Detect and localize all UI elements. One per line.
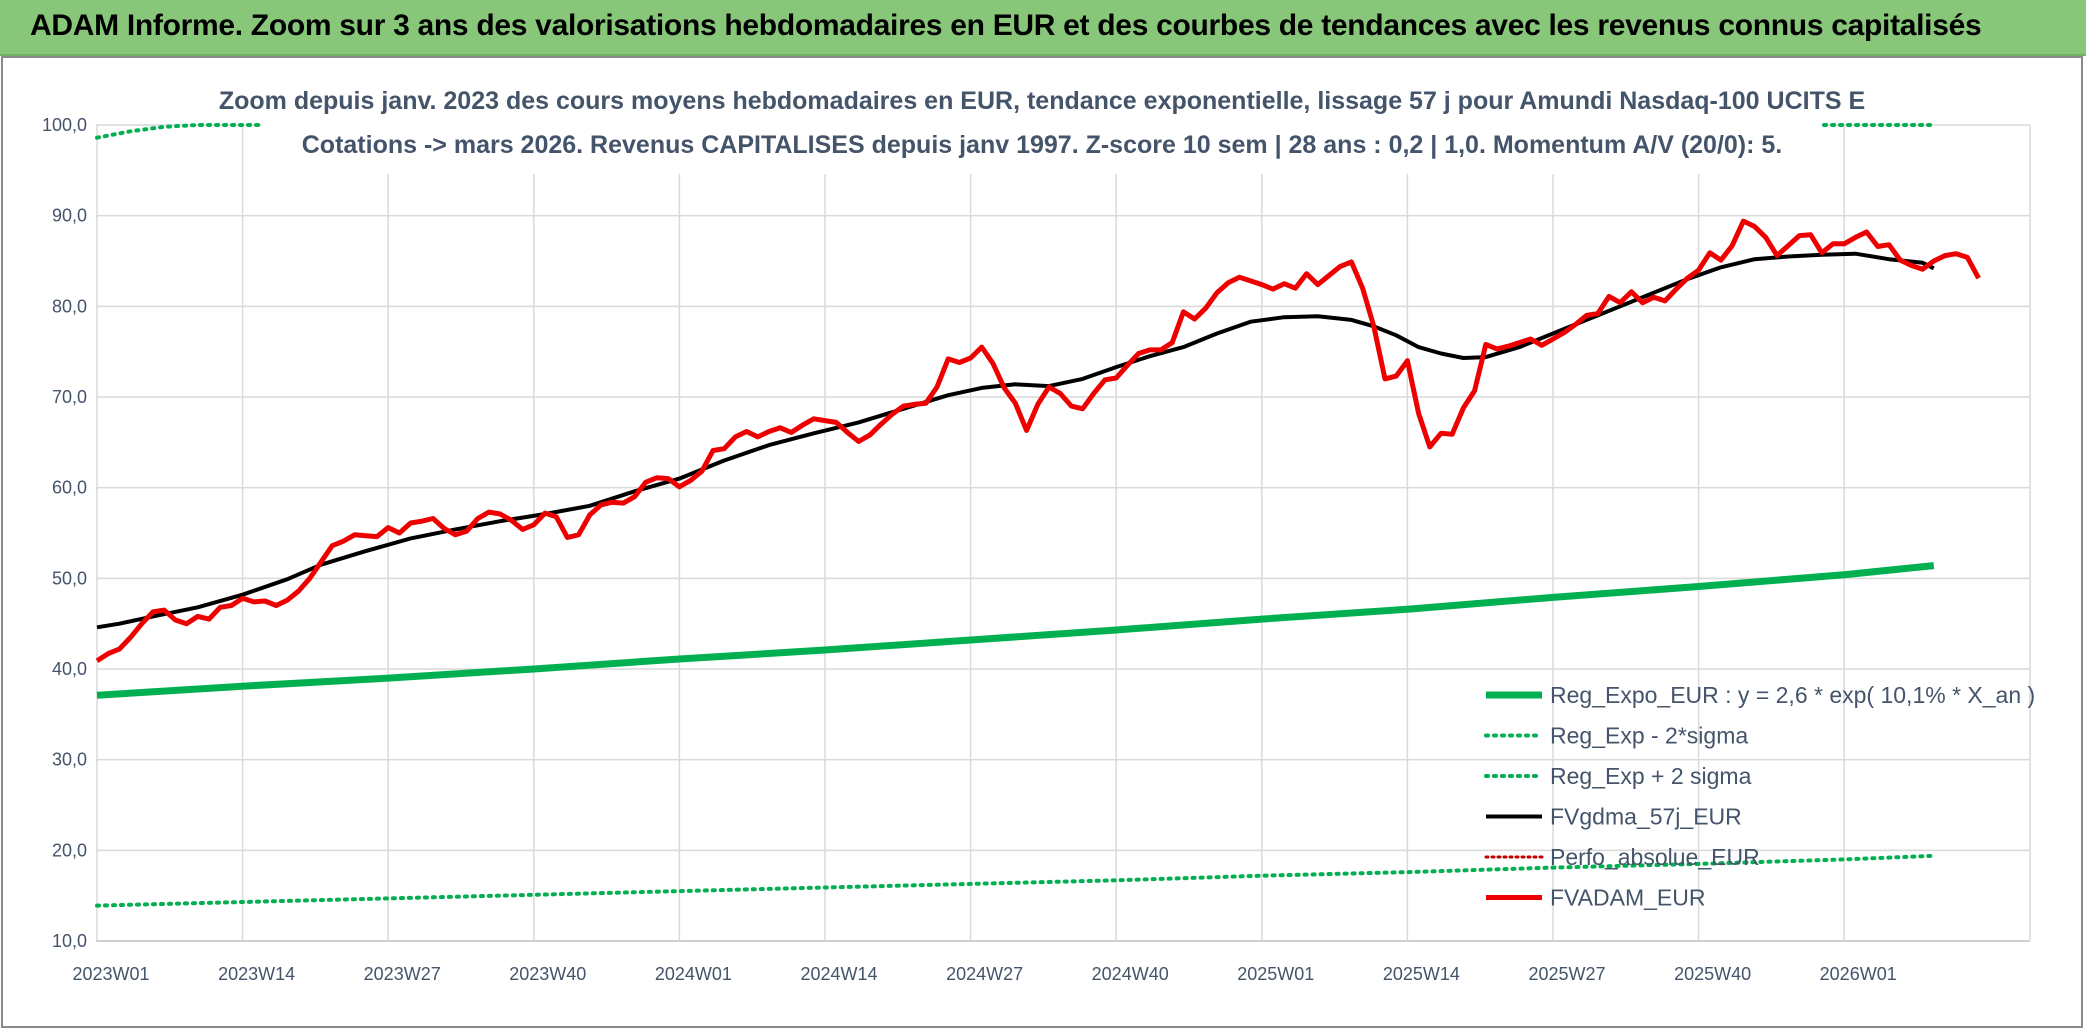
legend: Reg_Expo_EUR : y = 2,6 * exp( 10,1% * X_… [1484, 682, 2035, 911]
x-tick-label: 2024W14 [800, 964, 877, 984]
x-tick-label: 2026W01 [1820, 964, 1897, 984]
y-tick-label: 20,0 [52, 840, 87, 860]
y-tick-label: 10,0 [52, 931, 87, 951]
legend-label: Reg_Exp - 2*sigma [1550, 723, 1748, 749]
title-backdrop [262, 80, 1822, 174]
x-tick-label: 2023W14 [218, 964, 295, 984]
y-tick-label: 100,0 [42, 115, 87, 135]
x-tick-label: 2023W27 [364, 964, 441, 984]
chart-subtitle: Cotations -> mars 2026. Revenus CAPITALI… [302, 131, 1783, 159]
y-tick-label: 90,0 [52, 206, 87, 226]
x-tick-label: 2025W01 [1237, 964, 1314, 984]
x-tick-label: 2023W40 [509, 964, 586, 984]
legend-label: FVgdma_57j_EUR [1550, 804, 1742, 830]
y-tick-label: 30,0 [52, 750, 87, 770]
y-tick-label: 80,0 [52, 296, 87, 316]
report-title: ADAM Informe. Zoom sur 3 ans des valoris… [30, 9, 1982, 42]
x-tick-label: 2023W01 [72, 964, 149, 984]
x-tick-label: 2025W14 [1383, 964, 1460, 984]
y-axis-ticks: 10,0 20,0 30,0 40,0 50,0 60,0 70,0 80,0 90,0 100,… [42, 115, 87, 951]
y-tick-label: 50,0 [52, 568, 87, 588]
y-tick-label: 70,0 [52, 387, 87, 407]
legend-label: Perfo_absolue_EUR [1550, 844, 1760, 870]
legend-label: FVADAM_EUR [1550, 885, 1706, 911]
legend-label: Reg_Exp + 2 sigma [1550, 763, 1752, 789]
chart-frame [1, 56, 2083, 1028]
series-reg-minus-2sigma [95, 853, 1936, 908]
x-tick-label: 2024W27 [946, 964, 1023, 984]
series-reg-expo [96, 562, 1935, 699]
x-tick-label: 2025W27 [1528, 964, 1605, 984]
y-tick-label: 40,0 [52, 659, 87, 679]
x-axis-ticks: 2023W01 2023W14 2023W27 2023W40 2024W01 2024W… [72, 964, 1896, 984]
chart-title: Zoom depuis janv. 2023 des cours moyens … [219, 87, 1865, 115]
grid-lines [96, 124, 2031, 942]
x-tick-label: 2024W01 [655, 964, 732, 984]
x-tick-label: 2024W40 [1092, 964, 1169, 984]
series-fvadam [95, 218, 1981, 663]
y-tick-label: 60,0 [52, 478, 87, 498]
x-tick-label: 2025W40 [1674, 964, 1751, 984]
header-banner: ADAM Informe. Zoom sur 3 ans des valoris… [0, 0, 2086, 56]
legend-label: Reg_Expo_EUR : y = 2,6 * exp( 10,1% * X_… [1550, 682, 2035, 708]
series-fvgdma [96, 251, 1935, 630]
